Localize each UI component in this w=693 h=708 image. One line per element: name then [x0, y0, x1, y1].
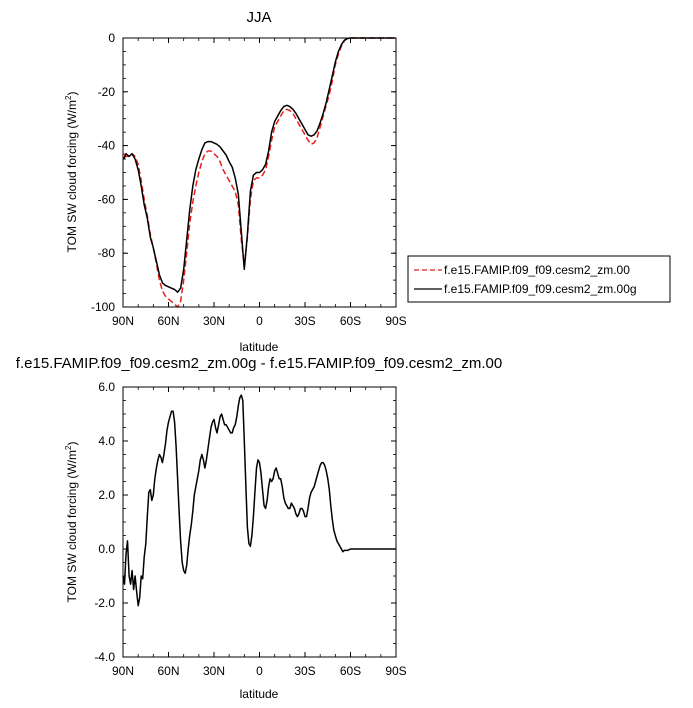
chart-title-jja: JJA [246, 9, 271, 26]
bottom-xtick-label: 60S [340, 664, 361, 678]
top-y-axis-label-text: TOM SW cloud forcing (W/m [65, 100, 79, 252]
top-ytick-label: 0 [108, 31, 115, 45]
bottom-y-axis-label: TOM SW cloud forcing (W/m2) [64, 442, 79, 603]
bottom-xtick-label: 60N [157, 664, 179, 678]
top-ytick-label: -20 [98, 85, 116, 99]
bottom-ytick-label: -2.0 [94, 596, 115, 610]
panel-top-jja: JJA 0-20-40-60-80-100 90N 60N 30N 0 30S 60S 90… [64, 9, 671, 354]
legend-label-00g: f.e15.FAMIP.f09_f09.cesm2_zm.00g [444, 282, 637, 296]
bottom-ytick-label: 4.0 [98, 434, 115, 448]
bottom-plot-frame [122, 386, 397, 658]
bottom-series-line-0 [122, 394, 396, 607]
top-xtick-label: 90N [112, 314, 134, 328]
bottom-xtick-label: 90N [112, 664, 134, 678]
top-ytick-label: -40 [98, 139, 116, 153]
bottom-ytick-label: 2.0 [98, 488, 115, 502]
bottom-xtick-label: 30S [294, 664, 315, 678]
legend-label-00: f.e15.FAMIP.f09_f09.cesm2_zm.00 [444, 263, 630, 277]
bottom-y-axis-label-close: ) [65, 442, 79, 446]
bottom-ytick-label: 0.0 [98, 542, 115, 556]
top-y-axis-label-close: ) [65, 92, 79, 96]
bottom-xtick-label: 30N [203, 664, 225, 678]
top-y-axis-label-sup: 2 [64, 95, 73, 100]
top-xtick-label: 60S [340, 314, 361, 328]
top-ytick-label: -60 [98, 192, 116, 206]
top-xtick-label: 30S [294, 314, 315, 328]
top-ytick-label: -80 [98, 246, 116, 260]
bottom-y-axis: 6.0 4.0 2.0 0.0 -2.0 -4.0 [94, 380, 396, 664]
bottom-xtick-label: 0 [256, 664, 263, 678]
legend: f.e15.FAMIP.f09_f09.cesm2_zm.00 f.e15.FA… [407, 255, 671, 303]
top-series-group [123, 37, 396, 308]
top-y-axis-label: TOM SW cloud forcing (W/m2) [64, 92, 79, 253]
legend-box [407, 255, 671, 303]
top-x-axis: 90N 60N 30N 0 30S 60S 90S [112, 38, 407, 328]
chart-title-difference: f.e15.FAMIP.f09_f09.cesm2_zm.00g - f.e15… [16, 355, 502, 372]
bottom-y-axis-label-sup: 2 [64, 445, 73, 450]
bottom-x-axis-label: latitude [240, 687, 279, 701]
top-xtick-label: 0 [256, 314, 263, 328]
top-x-axis-label: latitude [240, 340, 279, 354]
bottom-y-axis-label-text: TOM SW cloud forcing (W/m [65, 450, 79, 602]
top-xtick-label: 90S [385, 314, 406, 328]
top-xtick-label: 60N [157, 314, 179, 328]
top-series-line-1 [123, 37, 396, 293]
bottom-x-axis: 90N 60N 30N 0 30S 60S 90S [112, 387, 407, 678]
bottom-ytick-label: 6.0 [98, 380, 115, 394]
top-y-axis: 0 -20 -40 -60 -80 -100 [91, 31, 396, 314]
bottom-series-group [122, 394, 396, 607]
panel-bottom-difference: f.e15.FAMIP.f09_f09.cesm2_zm.00g - f.e15… [16, 355, 502, 701]
bottom-xtick-label: 90S [385, 664, 406, 678]
top-ytick-label: -100 [91, 300, 115, 314]
top-xtick-label: 30N [203, 314, 225, 328]
bottom-ytick-label: -4.0 [94, 650, 115, 664]
